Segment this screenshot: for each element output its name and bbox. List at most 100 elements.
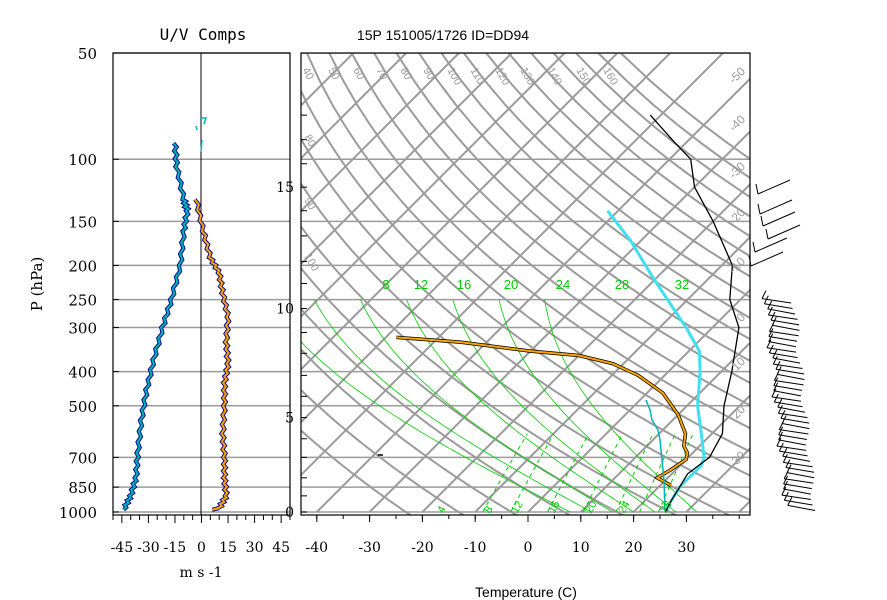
skewt-line-labels: 40 50 60 70 80 90 100 110 120 130 140 150 1608090100… [299, 64, 748, 516]
isotherm [301, 53, 460, 213]
isotherm [301, 53, 724, 477]
mixing-ratio-line [639, 433, 676, 513]
wind-barb-staff [787, 504, 816, 511]
uv-ytick-label: 50 [78, 45, 97, 63]
uv-xtick-label: 45 [272, 540, 290, 556]
moist-adiabat-label: 28 [615, 277, 629, 292]
wind-barb-flag [778, 426, 784, 435]
skewt-title: 15P 151005/1726 ID=DD94 [357, 27, 529, 43]
uv-title: U/V Comps [160, 25, 247, 44]
skewt-xlabel: Temperature (C) [475, 584, 577, 600]
dry-adiabat [301, 388, 466, 515]
dry-adiabat [301, 136, 750, 502]
skewt-xtick-label: 30 [677, 540, 695, 556]
mixing-ratio-label: 4 [435, 504, 448, 515]
mixing-ratio-label: 8 [482, 504, 495, 515]
isotherm-label-right: -40 [726, 112, 748, 134]
uv-ytick-label: 400 [68, 364, 97, 382]
isotherm [301, 53, 671, 424]
dry-adiabat [417, 53, 750, 341]
isotherm [421, 182, 750, 513]
dry-adiabat [395, 53, 750, 362]
skewt-height-ticks: 0 5 10 15 [276, 114, 307, 521]
mixing-ratio-label: 24 [616, 499, 633, 516]
dry-adiabat [596, 53, 750, 180]
moist-adiabat-label: 24 [556, 277, 570, 292]
wind-barb-flag [773, 382, 779, 391]
wind-barb-flag [748, 255, 752, 267]
wind-barb-staff [768, 336, 798, 342]
wind-barb-flag [766, 339, 772, 348]
wind-barb-staff [778, 434, 807, 440]
wind-barb-staff [780, 417, 810, 424]
uv-xtick-label: 30 [246, 540, 264, 556]
wind-barb-flag [768, 333, 774, 342]
wind-barb-staff [762, 211, 796, 227]
moist-adiabat [544, 299, 698, 513]
dry-adiabat [301, 266, 625, 515]
uv-ytick-label: 150 [68, 213, 97, 231]
wind-barb-staff [784, 478, 814, 484]
dry-adiabat [301, 348, 519, 515]
wind-barb-staff [768, 314, 798, 320]
dry-adiabat [301, 224, 678, 515]
isotherm-label-left: 80 [301, 133, 318, 150]
skewt-xtick-label: -30 [358, 540, 381, 556]
height-tick-label: 0 [285, 505, 294, 521]
low-level-overlap [645, 399, 666, 511]
isotherm-label-top: 80 [397, 66, 414, 83]
uv-pressure-ticks: 50 100 150 200 250 300 400 500 700 850 1000 [59, 45, 119, 522]
temperature-trace [649, 114, 740, 513]
mixing-ratio-line [547, 433, 590, 513]
wind-barb-staff [770, 319, 800, 326]
uv-ytick-label: 100 [68, 151, 97, 169]
wind-barb-staff [783, 488, 811, 495]
skewt-xtick-label: -20 [411, 540, 434, 556]
wind-barb-staff [781, 494, 812, 501]
parcel-trace [606, 209, 706, 513]
uv-ytick-label: 250 [68, 292, 97, 310]
wind-barb-staff [779, 450, 808, 457]
moist-adiabat-label: 20 [504, 277, 518, 292]
wind-barbs [748, 179, 816, 511]
wind-barb-flag [781, 486, 787, 496]
wind-barb-flag [772, 355, 778, 365]
wind-barb-staff [768, 341, 797, 348]
wind-barb-flag [765, 228, 769, 240]
wind-barb-staff [769, 330, 799, 337]
isotherm-label-left: 100 [301, 252, 321, 274]
wind-barb-flag [786, 464, 792, 473]
wind-barb-flag [755, 183, 759, 195]
wind-barb-staff [754, 237, 788, 253]
mixing-ratio-label: 28 [658, 499, 675, 516]
wind-barb-staff [777, 406, 806, 413]
wind-barb-flag [776, 437, 782, 447]
wind-barb-flag [783, 475, 789, 485]
moist-adiabat-label: 8 [382, 277, 389, 292]
wind-barb-flag [768, 328, 774, 337]
wind-barb-staff [773, 390, 802, 397]
moist-adiabat [452, 299, 655, 513]
wind-barb-staff [764, 303, 793, 309]
wind-barb-staff [783, 461, 813, 468]
isotherm-label-left: 90 [301, 196, 318, 213]
wind-barb-staff [761, 298, 792, 304]
isotherm [301, 53, 513, 266]
isotherm [632, 394, 750, 513]
skewt-xtick-label: -10 [464, 540, 487, 556]
wind-barb-staff [769, 352, 798, 359]
isotherm-label-top: 40 [299, 66, 316, 83]
dry-adiabat [328, 53, 750, 430]
moist-adiabat-label: 16 [457, 277, 471, 292]
wind-barb-flag [760, 215, 764, 227]
wind-barb-staff [779, 429, 809, 435]
uv-ytick-label: 500 [68, 398, 97, 416]
wind-barb-staff [776, 445, 807, 451]
height-tick-label: 10 [276, 302, 294, 318]
wind-barb-flag [783, 480, 788, 490]
uv-ylabel: P (hPa) [28, 257, 46, 312]
uv-ytick-label: 200 [68, 257, 97, 275]
wind-barb-staff [782, 423, 810, 430]
wind-barb-staff [783, 483, 812, 490]
